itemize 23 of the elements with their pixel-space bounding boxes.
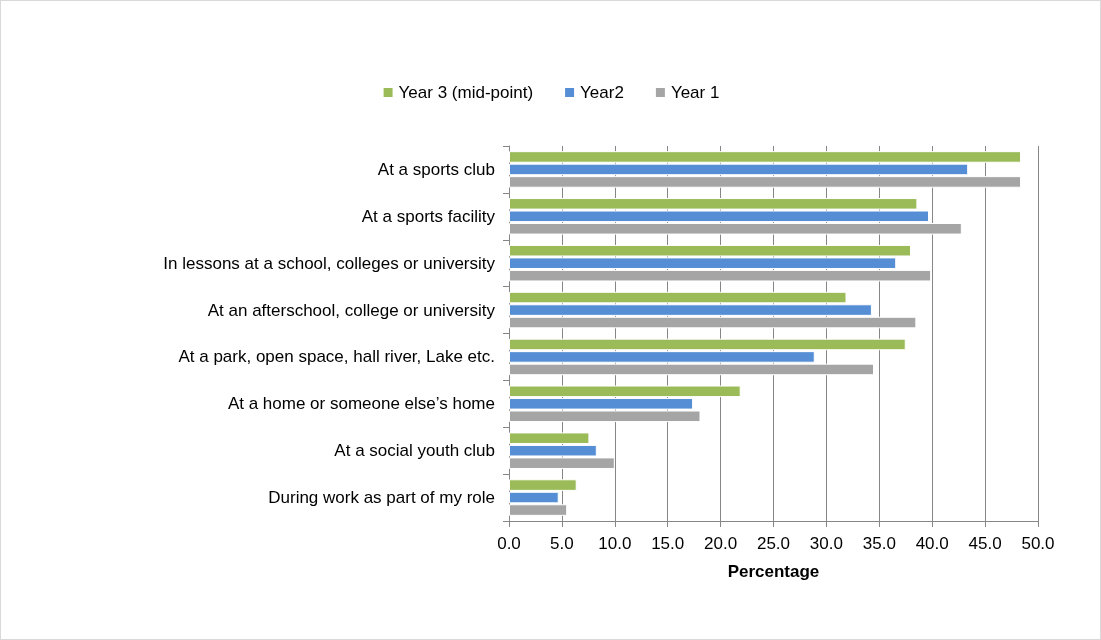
x-tick-label: 15.0 (651, 534, 685, 553)
x-tick-label: 10.0 (598, 534, 632, 553)
x-tick-label: 45.0 (968, 534, 1002, 553)
y-tick-label: During work as part of my role (268, 488, 495, 508)
y-tick-label: At an afterschool, college or university (207, 300, 496, 320)
x-tick-label: 30.0 (809, 534, 843, 553)
y-tick-label: At a sports facility (361, 206, 496, 226)
y-tick-label: At a park, open space, hall river, Lake etc. (178, 347, 495, 367)
x-tick-label: 50.0 (1021, 534, 1055, 553)
y-tick-label: In lessons at a school, colleges or university (163, 253, 496, 273)
legend-label: Year 1 (670, 83, 720, 102)
x-tick-label: 25.0 (756, 534, 791, 553)
x-tick-label: 5.0 (550, 534, 574, 553)
y-tick-label: At a home or someone else’s home (227, 394, 495, 414)
x-tick-label: 20.0 (704, 534, 738, 553)
x-tick-label: 0.0 (497, 534, 521, 553)
y-tick-label: At a sports club (377, 159, 495, 179)
x-tick-label: 40.0 (915, 534, 949, 553)
x-axis-title: Percentage (727, 562, 820, 581)
legend-label: Year 3 (mid-point) (398, 83, 534, 102)
y-tick-label: At a social youth club (334, 441, 495, 461)
legend-label: Year2 (580, 83, 624, 102)
x-tick-label: 35.0 (862, 534, 896, 553)
